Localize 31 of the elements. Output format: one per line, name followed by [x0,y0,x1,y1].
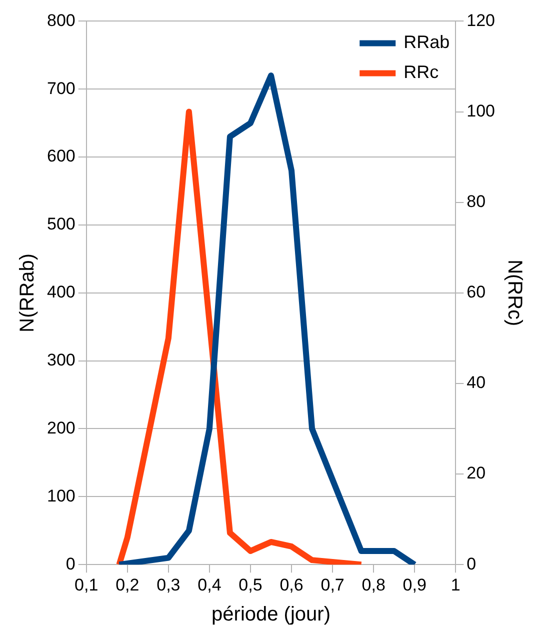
x-tick-label: 0,4 [198,575,222,594]
y2-tick-label: 100 [466,101,496,120]
x-tick-label: 0,8 [362,575,386,594]
x-tick-label: 0,6 [280,575,304,594]
y-tick-label: 500 [46,214,76,234]
y2-tick-label: 40 [466,373,486,392]
y-tick-label: 700 [46,78,76,98]
y-tick-label: 200 [46,418,76,438]
x-tick-label: 0,5 [238,575,262,594]
y-tick-label: 600 [46,146,76,166]
y2-tick-label: 80 [466,192,486,212]
legend-label: RRab [404,32,450,52]
x-tick-label: 0,1 [74,575,98,594]
x-tick-label: 0,2 [116,575,140,594]
y2-tick-label: 0 [466,554,476,574]
x-tick-label: 0,9 [402,575,426,594]
y2-tick-label: 120 [466,10,496,30]
y-tick-label: 100 [46,486,76,506]
x-tick-label: 1 [450,575,460,594]
x-tick-label: 0,3 [156,575,180,594]
y-tick-label: 400 [46,282,76,302]
y-axis-title: N(RRab) [16,253,39,332]
y-tick-label: 300 [46,350,76,370]
y2-tick-label: 60 [466,282,486,302]
y-tick-label: 800 [46,10,76,30]
y-tick-label: 0 [66,554,76,574]
y2-tick-label: 20 [466,464,486,483]
x-tick-label: 0,7 [320,575,344,594]
x-axis-title: période (jour) [212,604,330,626]
legend-label: RRc [404,62,439,82]
y2-axis-title: N(RRc) [503,260,526,326]
